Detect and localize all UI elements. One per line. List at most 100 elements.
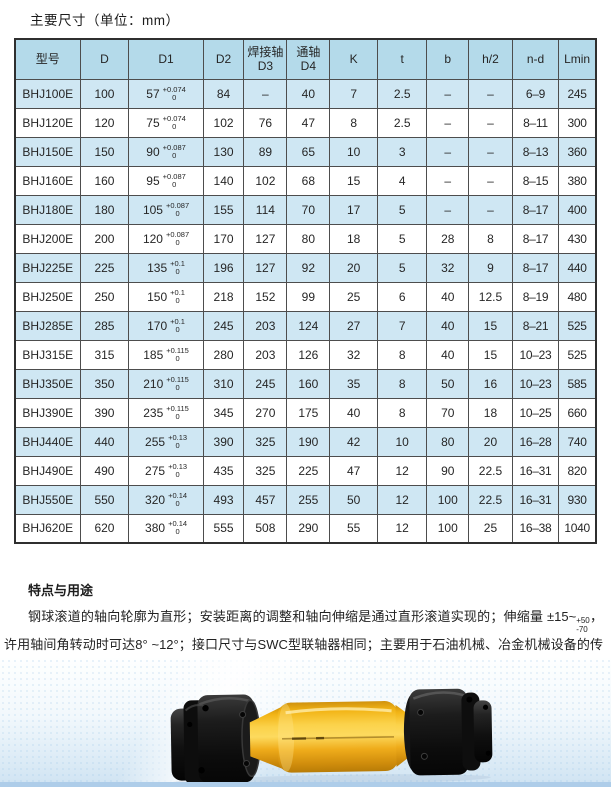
b-value: 40: [441, 347, 455, 362]
table-row: BHJ315E 315 185 +0.115 0 280 203 126 32 …: [14, 339, 597, 370]
d1-tolerance-upper: +0.087: [165, 229, 190, 239]
lmin-value: 400: [567, 202, 587, 217]
right-flange: [403, 688, 493, 776]
h2-value: 15: [483, 347, 498, 362]
d-value: 390: [94, 405, 115, 420]
k-value: 55: [346, 521, 361, 536]
column-header-label: h/2: [482, 52, 499, 67]
cell-d1: 120 +0.087 0: [128, 223, 204, 254]
d1-tolerance-upper: +0.087: [165, 200, 190, 210]
cell-model: BHJ100E: [14, 78, 81, 109]
d1-with-tolerance: 380 +0.14 0: [145, 520, 187, 536]
nd-value: 16–31: [519, 463, 552, 478]
h2-value: 8: [487, 231, 494, 246]
d1-tolerance-lower: 0: [175, 440, 180, 450]
cell-b: –: [426, 107, 470, 138]
d3-value: 203: [255, 347, 276, 362]
cell-model: BHJ200E: [14, 223, 81, 254]
cell-lmin: 480: [558, 281, 597, 312]
cell-d2: 493: [202, 484, 245, 515]
h2-value: –: [487, 202, 494, 217]
column-header-sublabel: D3: [257, 59, 274, 74]
cell-t: 8: [376, 397, 428, 428]
d3-value: 325: [255, 434, 276, 449]
column-header-nd: n-d: [511, 38, 560, 80]
nd-value: 8–17: [522, 260, 549, 275]
d2-value: 196: [213, 260, 234, 275]
cell-d1: 235 +0.115 0: [128, 397, 204, 428]
cell-nd: 16–38: [511, 513, 560, 544]
d1-tolerance: +0.1 0: [170, 316, 185, 334]
b-value: –: [444, 115, 452, 130]
d-value: 440: [94, 434, 115, 449]
cell-model: BHJ350E: [14, 368, 81, 399]
lmin-value: 585: [567, 376, 587, 391]
cell-d1: 275 +0.13 0: [128, 455, 204, 486]
d1-tolerance: +0.087 0: [162, 171, 186, 189]
d1-tolerance-lower: 0: [175, 527, 180, 537]
column-header-b: b: [426, 38, 470, 80]
cell-h2: 22.5: [468, 455, 513, 486]
cell-k: 8: [329, 107, 378, 138]
h2-value: 25: [483, 521, 498, 536]
lmin-value: 380: [567, 173, 587, 188]
d1-tolerance-upper: +0.1: [170, 316, 185, 326]
cell-d4: 70: [286, 194, 331, 225]
cell-d2: 310: [202, 368, 245, 399]
d1-value: 75: [146, 115, 160, 130]
nd-value: 8–17: [522, 202, 549, 217]
cell-d: 180: [79, 194, 130, 225]
cell-h2: 15: [468, 310, 513, 341]
cell-t: 6: [376, 281, 428, 312]
k-value: 40: [346, 405, 361, 420]
cell-d: 100: [79, 78, 130, 109]
lmin-value: 480: [567, 289, 587, 304]
column-header-label: 焊接轴: [247, 45, 284, 60]
d-value: 225: [94, 260, 115, 275]
cell-d: 285: [79, 310, 130, 341]
h2-value: 15: [483, 318, 498, 333]
b-value: 80: [441, 434, 455, 449]
k-value: 8: [350, 115, 357, 130]
d3-value: 270: [255, 405, 276, 420]
b-value: 90: [441, 463, 455, 478]
cell-b: 40: [426, 281, 470, 312]
d1-tolerance: +0.115 0: [166, 346, 189, 363]
d2-value: 102: [213, 115, 234, 130]
cell-h2: 12.5: [468, 281, 513, 312]
cell-lmin: 740: [558, 426, 597, 457]
cell-d4: 99: [286, 281, 331, 312]
cell-nd: 16–31: [511, 484, 560, 515]
cell-t: 12: [376, 484, 428, 515]
cell-d2: 555: [202, 513, 245, 544]
d4-value: 290: [298, 521, 319, 536]
model-value: BHJ390E: [22, 405, 74, 420]
cell-d4: 126: [286, 339, 331, 370]
cell-d2: 140: [202, 165, 245, 196]
d1-tolerance-upper: +0.087: [162, 171, 186, 181]
cell-d1: 135 +0.1 0: [128, 252, 204, 283]
cell-k: 47: [329, 455, 378, 486]
model-value: BHJ100E: [22, 86, 74, 101]
table-row: BHJ150E 150 90 +0.087 0 130 89 65 10 3 –…: [14, 136, 597, 167]
column-header-model: 型号: [14, 38, 81, 80]
d1-value: 275: [145, 463, 166, 478]
product-photo: [0, 658, 611, 787]
cell-t: 5: [376, 252, 428, 283]
d1-with-tolerance: 135 +0.1 0: [147, 259, 185, 276]
b-value: 40: [441, 318, 455, 333]
cell-d4: 175: [286, 397, 331, 428]
t-value: 5: [398, 231, 406, 246]
table-body: BHJ100E 100 57 +0.074 0 84 – 40 7 2.5 – …: [14, 78, 597, 544]
d4-value: 225: [298, 463, 319, 478]
cell-d1: 170 +0.1 0: [128, 310, 204, 341]
d1-with-tolerance: 235 +0.115 0: [143, 404, 189, 421]
t-value: 8: [398, 347, 406, 362]
cell-k: 50: [329, 484, 378, 515]
d4-value: 190: [298, 434, 319, 449]
cell-lmin: 245: [558, 78, 597, 109]
cell-k: 15: [329, 165, 378, 196]
d1-with-tolerance: 185 +0.115 0: [143, 346, 189, 363]
cell-d4: 47: [286, 107, 331, 138]
d3-value: 76: [258, 115, 273, 130]
